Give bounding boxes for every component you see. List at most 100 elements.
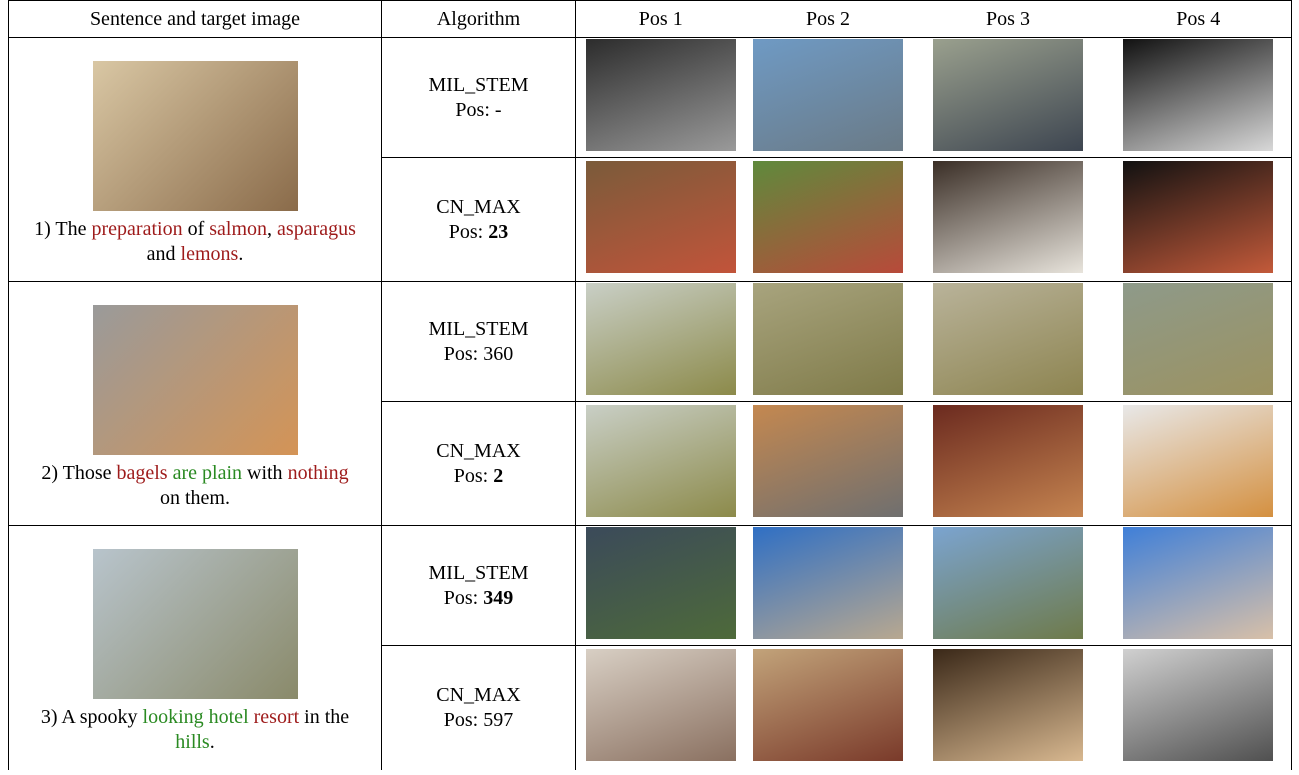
sentence-segment: resort xyxy=(253,705,300,728)
retrieved-image xyxy=(753,38,903,151)
position: Pos: - xyxy=(382,98,575,123)
retrieved-image xyxy=(933,282,1083,395)
position: Pos: 597 xyxy=(382,708,575,733)
algorithm-cell: CN_MAX Pos: 2 xyxy=(381,401,576,526)
position: Pos: 2 xyxy=(382,464,575,489)
sentence: 3) A spooky looking hotel resort in the … xyxy=(9,705,381,755)
column-header: Sentence and target image xyxy=(8,0,382,38)
sentence-segment: asparagus xyxy=(277,217,356,240)
sentence-segment: 2) Those xyxy=(41,461,117,484)
table-row: 1) The preparation of salmon, asparagus … xyxy=(8,37,1292,282)
algorithm-name: MIL_STEM xyxy=(428,561,529,584)
sentence-segment: hills xyxy=(175,730,210,753)
position: Pos: 349 xyxy=(382,586,575,611)
algorithm-name: CN_MAX xyxy=(436,683,521,706)
retrieved-cell xyxy=(575,645,746,770)
retrieved-cell xyxy=(910,401,1106,526)
retrieved-cell xyxy=(1105,525,1292,646)
algorithm-cell: MIL_STEM Pos: - xyxy=(381,37,576,158)
retrieved-cell xyxy=(1105,37,1292,158)
target-image xyxy=(92,304,298,455)
retrieved-cell xyxy=(745,645,911,770)
target-image xyxy=(92,548,298,699)
retrieved-cell xyxy=(910,525,1106,646)
sentence-segment: lemons xyxy=(180,242,239,265)
position-value: 597 xyxy=(483,708,514,731)
header-row: Sentence and target image Algorithm Pos 1 P… xyxy=(8,0,1292,38)
position-label: Pos: xyxy=(443,586,479,609)
sentence-segment: looking hotel xyxy=(142,705,249,728)
sentence-segment: . xyxy=(238,242,244,265)
retrieved-image xyxy=(585,404,736,517)
sentence-segment: salmon xyxy=(209,217,268,240)
algorithm-name: MIL_STEM xyxy=(428,73,529,96)
retrieved-cell xyxy=(1105,281,1292,402)
retrieved-image xyxy=(585,160,736,273)
position-label: Pos: xyxy=(443,342,479,365)
column-header: Pos 4 xyxy=(1105,0,1292,38)
retrieved-image xyxy=(585,282,736,395)
retrieved-cell xyxy=(575,37,746,158)
retrieved-image xyxy=(933,404,1083,517)
algorithm-name: MIL_STEM xyxy=(428,317,529,340)
retrieved-cell xyxy=(575,525,746,646)
sentence: 2) Those bagels are plain with nothing o… xyxy=(9,461,381,511)
sentence-segment: bagels xyxy=(116,461,168,484)
algorithm-cell: MIL_STEM Pos: 360 xyxy=(381,281,576,402)
sentence-segment: , xyxy=(267,217,278,240)
sentence-segment: of xyxy=(182,217,210,240)
retrieved-cell xyxy=(745,401,911,526)
algorithm-cell: CN_MAX Pos: 597 xyxy=(381,645,576,770)
algorithm-name: CN_MAX xyxy=(436,439,521,462)
retrieved-cell xyxy=(575,157,746,282)
column-header: Algorithm xyxy=(381,0,576,38)
retrieved-cell xyxy=(1105,157,1292,282)
position-value: 349 xyxy=(483,586,514,609)
position: Pos: 23 xyxy=(382,220,575,245)
retrieved-image xyxy=(1123,648,1274,761)
position-label: Pos: xyxy=(443,708,479,731)
retrieved-cell xyxy=(910,157,1106,282)
sentence-segment: nothing xyxy=(287,461,349,484)
position-label: Pos: xyxy=(448,220,484,243)
position-value: 2 xyxy=(493,464,504,487)
retrieved-image xyxy=(753,282,903,395)
position-value: - xyxy=(494,98,502,121)
retrieved-image xyxy=(933,648,1083,761)
retrieved-image xyxy=(933,160,1083,273)
sentence-cell: 1) The preparation of salmon, asparagus … xyxy=(8,37,382,282)
sentence-segment: and xyxy=(146,242,181,265)
retrieved-image xyxy=(933,526,1083,639)
column-header: Pos 1 xyxy=(575,0,746,38)
sentence-segment: 1) The xyxy=(34,217,92,240)
sentence: 1) The preparation of salmon, asparagus … xyxy=(9,217,381,267)
algorithm-cell: CN_MAX Pos: 23 xyxy=(381,157,576,282)
position-label: Pos: xyxy=(455,98,490,121)
position-label: Pos: xyxy=(453,464,489,487)
sentence-cell: 2) Those bagels are plain with nothing o… xyxy=(8,281,382,526)
table-row: 2) Those bagels are plain with nothing o… xyxy=(8,281,1292,526)
retrieved-image xyxy=(1123,38,1274,151)
retrieved-image xyxy=(1123,282,1274,395)
retrieved-image xyxy=(753,404,903,517)
retrieved-cell xyxy=(910,281,1106,402)
sentence-segment: . xyxy=(209,730,215,753)
position-value: 23 xyxy=(488,220,509,243)
retrieved-image xyxy=(753,160,903,273)
retrieved-image xyxy=(753,526,903,639)
table-body: 1) The preparation of salmon, asparagus … xyxy=(8,37,1292,770)
table-row: CN_MAX Pos: 597 xyxy=(9,645,1292,770)
retrieved-image xyxy=(585,648,736,761)
retrieved-cell xyxy=(745,525,911,646)
retrieved-cell xyxy=(575,281,746,402)
sentence-segment: with xyxy=(242,461,288,484)
position: Pos: 360 xyxy=(382,342,575,367)
retrieved-cell xyxy=(910,37,1106,158)
retrieved-cell xyxy=(1105,401,1292,526)
sentence-segment: preparation xyxy=(91,217,183,240)
retrieved-image xyxy=(753,648,903,761)
position-value: 360 xyxy=(483,342,514,365)
retrieved-cell xyxy=(575,401,746,526)
retrieved-cell xyxy=(910,645,1106,770)
sentence-segment: 3) A spooky xyxy=(40,705,143,728)
